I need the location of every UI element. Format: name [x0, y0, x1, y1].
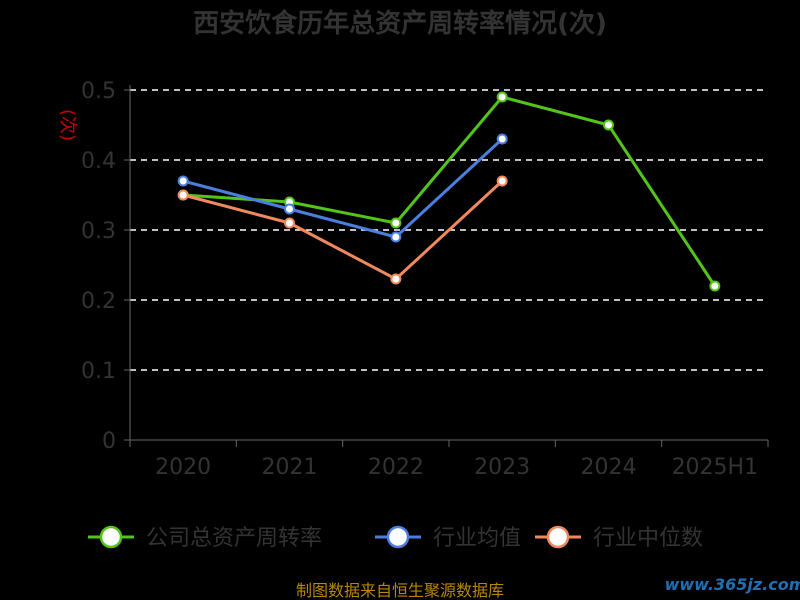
legend-marker-1: [386, 525, 410, 549]
legend-marker-2: [546, 525, 570, 549]
x-tick-label: 2020: [155, 455, 211, 480]
data-point: [709, 280, 721, 292]
legend-marker-0: [99, 525, 123, 549]
legend: 公司总资产周转率 行业均值 行业中位数: [88, 525, 703, 551]
legend-label-0: 公司总资产周转率: [146, 526, 322, 551]
x-tick-label: 2025H1: [672, 455, 759, 480]
data-point: [496, 91, 508, 103]
axes: 0 0.1 0.2 0.3 0.4 0.5 2020 2021 2022 2023 2024 2025…: [81, 79, 769, 480]
data-point: [177, 189, 189, 201]
data-point: [390, 217, 402, 229]
x-tick-label: 2023: [474, 455, 530, 480]
data-point: [390, 231, 402, 243]
series-line-2: [182, 179, 504, 281]
series-line-0: [183, 95, 717, 287]
legend-label-2: 行业中位数: [593, 526, 703, 551]
y-tick-label: 0.3: [81, 219, 116, 244]
x-tick-label: 2024: [581, 455, 637, 480]
data-point: [496, 175, 508, 187]
watermark: www.365jz.com: [665, 575, 800, 594]
data-point: [603, 119, 614, 131]
data-point: [496, 133, 508, 145]
y-tick-label: 0.5: [81, 79, 116, 104]
source-footer: 制图数据来自恒生聚源数据库: [296, 581, 504, 600]
x-tick-label: 2022: [368, 455, 424, 480]
y-tick-label: 0.1: [81, 359, 116, 384]
y-axis-label: (次): [57, 109, 78, 141]
series-lines: [177, 91, 721, 292]
data-point: [284, 203, 295, 215]
legend-label-1: 行业均值: [433, 526, 521, 551]
data-point: [390, 273, 402, 285]
chart-title: 西安饮食历年总资产周转率情况(次): [193, 8, 607, 39]
data-point: [284, 217, 295, 229]
series-line-1: [182, 137, 504, 239]
data-point: [177, 175, 189, 187]
y-tick-label: 0.2: [81, 289, 116, 314]
y-tick-label: 0.4: [81, 149, 116, 174]
y-tick-label: 0: [102, 429, 116, 454]
x-tick-label: 2021: [262, 455, 318, 480]
